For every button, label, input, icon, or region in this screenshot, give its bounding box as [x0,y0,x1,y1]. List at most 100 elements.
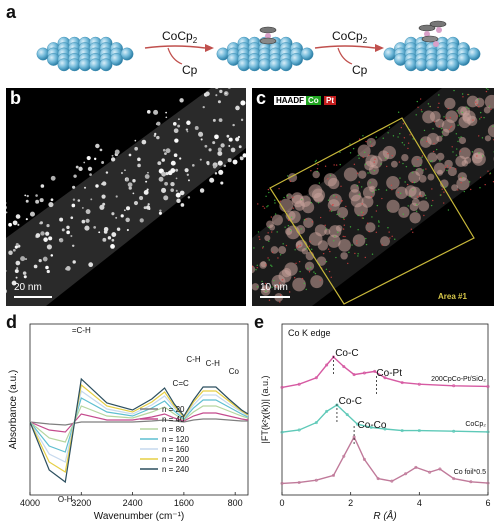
eds-dot [460,136,462,138]
pt-cluster [323,173,338,187]
pt-cluster [252,283,260,291]
pt-cluster [445,110,459,123]
eds-dot [361,214,363,217]
nanoparticle [164,181,168,186]
nanoparticle [200,138,203,141]
eds-dot [415,210,418,212]
eds-dot [361,211,363,213]
eds-dot [362,156,364,159]
eds-dot [487,170,489,172]
pt-atom [120,47,134,61]
series-point [383,376,387,380]
nanoparticle [184,168,189,173]
nanoparticle [170,160,176,166]
eds-dot [252,265,254,268]
pt-cluster [252,265,256,274]
pt-atom [110,53,123,66]
nanoparticle [11,280,17,286]
panel-c-label: c [256,88,267,108]
nanoparticle [35,199,40,204]
nanoparticle [93,226,97,229]
eds-dot [479,111,482,114]
reaction-arrow-2-head [375,44,384,52]
eds-dot [439,194,442,196]
plot-frame [281,323,489,496]
legend-entry: n = 20 [162,405,185,414]
series-point [452,477,456,481]
eds-dot [324,224,326,227]
eds-dot [380,163,382,165]
peak-annotation: Co [229,367,240,376]
eds-dot [310,170,312,172]
pt-cluster [444,97,456,110]
eds-dot [329,174,332,177]
eds-dot [420,109,423,111]
reaction-arrow-1-head [205,44,214,52]
nanoparticle [35,233,41,238]
nanoparticle [174,138,179,143]
eds-dot [438,125,441,127]
eds-dot [325,228,327,230]
nanoparticle [73,174,77,178]
nanoparticle [186,120,191,126]
series-point [362,371,366,375]
eds-dot [391,188,393,191]
nanoparticle [179,98,184,103]
eds-dot [279,254,282,256]
nanoparticle [240,118,244,122]
nanoparticle [110,157,116,162]
legend-entry: n = 80 [162,425,185,434]
nanoparticle [71,203,76,208]
nanoparticle [22,271,27,275]
pt-cluster [316,256,327,266]
nanoparticle [165,116,168,119]
nanoparticle [125,217,130,223]
pt-cluster [304,261,315,271]
pt-cluster [368,164,379,176]
eds-dot [461,93,464,95]
eds-dot [342,217,345,219]
series-point [314,376,318,380]
eds-dot [455,168,457,170]
eds-dot [407,142,410,144]
nanoparticle [165,171,169,176]
nanoparticle [175,189,178,192]
nanoparticle [61,228,65,232]
eds-dot [333,240,335,242]
eds-dot [289,180,292,183]
nanoparticle [226,134,230,138]
eds-dot [403,137,406,139]
nanoparticle [145,205,151,210]
eds-dot [456,148,458,150]
eds-dot [418,195,421,197]
eds-dot [253,247,255,249]
eds-dot [295,262,297,264]
pt-slab-3 [383,36,481,72]
pt-cluster [408,170,421,184]
eds-dot [432,128,434,130]
nanoparticle [15,276,18,279]
nanoparticle [25,199,29,203]
eds-dot [458,137,460,139]
eds-dot [489,172,492,174]
pt-cluster [303,217,314,229]
legend-entry: n = 200 [162,455,189,464]
nanoparticle [126,228,129,232]
eds-dot [412,138,414,140]
pt-cluster [401,153,409,162]
eds-dot [448,128,451,131]
nanoparticle [208,148,212,152]
eds-dot [256,264,258,267]
nanoparticle [40,184,45,188]
eds-dot [256,266,258,269]
exafs-chart: 200CpCo-Pt/SiO₂ CoCp₂ Co foil*0.5 0 2 4 6 R (Å)… [260,323,491,521]
pt-cluster [380,236,391,247]
eds-dot [386,165,388,168]
nanoparticle [163,195,169,201]
reaction-arrow-1 [144,45,206,49]
eds-dot [455,154,458,156]
eds-dot [305,288,307,291]
eds-dot [316,170,318,173]
nanoparticle [175,168,179,172]
eds-dot [288,291,291,293]
